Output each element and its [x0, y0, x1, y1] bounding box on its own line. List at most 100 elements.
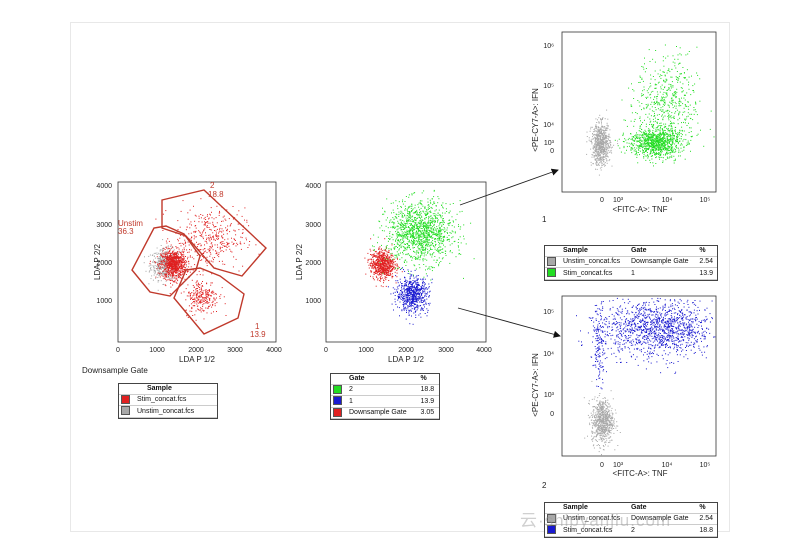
dot-panel-b-s2: [401, 294, 402, 296]
dot-panel-a-s1: [219, 246, 221, 248]
dot-panel-b-s2: [403, 287, 405, 289]
dot-panel-a-s1: [206, 301, 208, 302]
dot-panel-a-s1: [168, 256, 170, 258]
dot-panel-b-s1: [428, 205, 430, 207]
dot-panel-b-s0: [378, 266, 380, 267]
dot-panel-a-s1: [169, 266, 171, 268]
dot-panel-a-s0: [166, 253, 168, 255]
dot-panel-b-s1: [438, 231, 440, 233]
dot-panel-a-s1: [204, 223, 206, 224]
dot-panel-b-s0: [369, 248, 371, 250]
dot-panel-b-s0: [375, 262, 377, 264]
dot-panel-b-s1: [408, 233, 410, 235]
dot-panel-b-s1: [437, 228, 439, 230]
dot-panel-b-s1: [426, 231, 427, 233]
dot-panel-b-s1: [413, 264, 415, 266]
dot-panel-a-s1: [233, 238, 235, 240]
dot-panel-b-s2: [415, 296, 416, 298]
dot-panel-a-s1: [174, 266, 176, 268]
dot-panel-b-s1: [415, 227, 417, 229]
dot-panel-a-s0: [155, 265, 157, 267]
dot-panel-a-s1: [201, 290, 203, 292]
dot-panel-a-s1: [178, 248, 180, 250]
dot-panel-a-s1: [244, 219, 245, 221]
dot-panel-a-s1: [172, 273, 174, 275]
dot-panel-c-s0: [607, 137, 609, 139]
dot-panel-b-s0: [373, 279, 375, 281]
dot-panel-a-s1: [185, 256, 186, 257]
dot-panel-a-s1: [201, 232, 203, 234]
dot-panel-b-s0: [396, 272, 398, 274]
dot-panel-b-s0: [392, 260, 394, 262]
dot-panel-b-s1: [419, 240, 421, 242]
dot-panel-b-s2: [408, 312, 410, 314]
dot-panel-b-s2: [410, 292, 412, 294]
dot-panel-b-s1: [444, 212, 446, 214]
dot-panel-b-s1: [420, 232, 422, 234]
dot-panel-a-s1: [178, 266, 180, 268]
dot-panel-a-s1: [200, 244, 202, 246]
dot-panel-b-s1: [395, 238, 397, 240]
dot-panel-a-s1: [191, 297, 193, 299]
dot-panel-b-s0: [378, 268, 380, 270]
dot-panel-b-s0: [374, 264, 376, 266]
dot-panel-a-s1: [201, 300, 203, 302]
dot-panel-b-s1: [418, 243, 420, 245]
dot-panel-b-s1: [404, 259, 406, 261]
dot-panel-b-s0: [389, 265, 391, 267]
dot-panel-b-s2: [415, 296, 417, 298]
dot-panel-b-s1: [434, 213, 436, 215]
dot-panel-b-s0: [377, 269, 379, 271]
dot-panel-b-s0: [394, 271, 396, 273]
dot-panel-c-s0: [590, 161, 592, 163]
dot-panel-a-s1: [224, 245, 226, 247]
dot-panel-a-s1: [159, 273, 161, 275]
dot-panel-b-s2: [413, 293, 415, 295]
dot-panel-a-s1: [164, 256, 166, 258]
dot-panel-a-s0: [153, 259, 154, 261]
dot-panel-a-s1: [161, 274, 163, 276]
dot-panel-a-s0: [158, 262, 160, 264]
dot-panel-b-s0: [390, 262, 392, 264]
dot-panel-b-s1: [429, 225, 431, 227]
dot-panel-b-s1: [439, 234, 441, 236]
dot-panel-b-s1: [427, 207, 429, 209]
dot-panel-a-s1: [224, 239, 226, 241]
dot-panel-c-s0: [598, 122, 600, 124]
dot-panel-b-s1: [401, 237, 403, 239]
gate-2-polygon: [161, 189, 267, 277]
dot-panel-a-s1: [169, 272, 171, 274]
dot-panel-b-s1: [428, 250, 430, 252]
dot-panel-b-s1: [434, 215, 436, 217]
dot-panel-b-s1: [416, 237, 418, 239]
dot-panel-b-s2: [407, 296, 409, 298]
dot-panel-a-s1: [209, 234, 211, 236]
dot-panel-b-s0: [391, 273, 393, 275]
dot-panel-b-s0: [383, 280, 385, 282]
dot-panel-a-s1: [211, 260, 213, 262]
dot-panel-b-s0: [381, 254, 382, 256]
dot-panel-b-s1: [407, 213, 409, 215]
dot-panel-a-s1: [167, 267, 169, 269]
dot-panel-a-s1: [191, 310, 193, 312]
dot-panel-a-s0: [150, 278, 152, 280]
dot-panel-a-s1: [215, 239, 216, 241]
dot-panel-b-s1: [423, 190, 425, 192]
dot-panel-b-s0: [373, 262, 375, 264]
dot-panel-a-s1: [169, 262, 171, 264]
dot-panel-b-s1: [396, 229, 398, 231]
dot-panel-a-s1: [178, 269, 180, 271]
dot-panel-b-s1: [426, 237, 428, 238]
dot-panel-b-s0: [378, 257, 380, 259]
dot-panel-b-s1: [411, 230, 413, 232]
dot-panel-a-s1: [197, 298, 199, 300]
dot-panel-b-s1: [415, 231, 417, 233]
dot-panel-b-s1: [391, 233, 393, 235]
dot-panel-b-s0: [370, 270, 371, 272]
dot-panel-a-s1: [180, 270, 182, 272]
dot-panel-b-s2: [387, 286, 389, 288]
dot-panel-a-s1: [197, 244, 199, 245]
dot-panel-a-s1: [193, 231, 195, 233]
dot-panel-b-s1: [410, 228, 412, 230]
dot-panel-a-s1: [224, 218, 226, 220]
